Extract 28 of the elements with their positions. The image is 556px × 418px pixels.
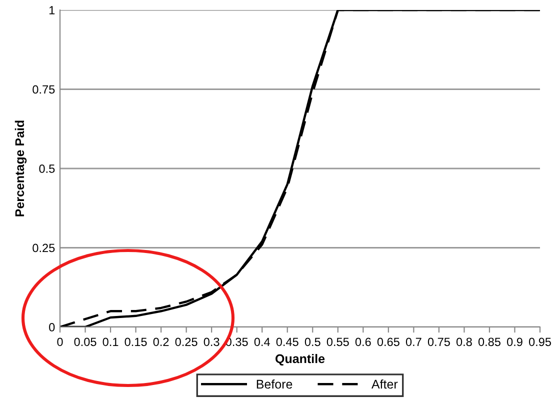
y-axis-title: Percentage Paid — [14, 120, 27, 216]
x-tick-label: 0.5 — [304, 338, 320, 346]
x-tick-label: 0.4 — [254, 338, 270, 346]
x-tick-label: 0.75 — [428, 338, 450, 346]
x-tick-label: 0.45 — [276, 338, 298, 346]
y-tick-label: 1 — [49, 6, 55, 14]
x-tick-label: 0.6 — [355, 338, 371, 346]
x-tick-label: 0 — [57, 338, 63, 346]
x-tick-label: 0.8 — [456, 338, 472, 346]
y-tick-label: 0.25 — [32, 244, 55, 252]
x-tick-label: 0.1 — [102, 338, 118, 346]
x-tick-label: 0.25 — [175, 338, 198, 346]
legend-label: After — [371, 379, 398, 389]
x-tick-label: 0.2 — [153, 338, 169, 346]
x-tick-label: 0.95 — [528, 338, 551, 346]
x-axis-title: Quantile — [276, 354, 325, 366]
x-tick-label: 0.55 — [326, 338, 349, 346]
x-tick-label: 0.15 — [124, 338, 147, 346]
x-tick-label: 0.9 — [506, 338, 522, 346]
x-tick-label: 0.05 — [74, 338, 96, 346]
x-tick-label: 0.65 — [377, 338, 400, 346]
y-tick-label: 0.75 — [32, 85, 55, 94]
x-tick-label: 0.7 — [406, 338, 422, 346]
legend-label: Before — [256, 379, 292, 389]
y-tick-label: 0 — [49, 323, 55, 332]
x-tick-label: 0.85 — [478, 338, 500, 346]
y-tick-label: 0.5 — [39, 164, 55, 173]
x-tick-label: 0.3 — [204, 338, 220, 346]
